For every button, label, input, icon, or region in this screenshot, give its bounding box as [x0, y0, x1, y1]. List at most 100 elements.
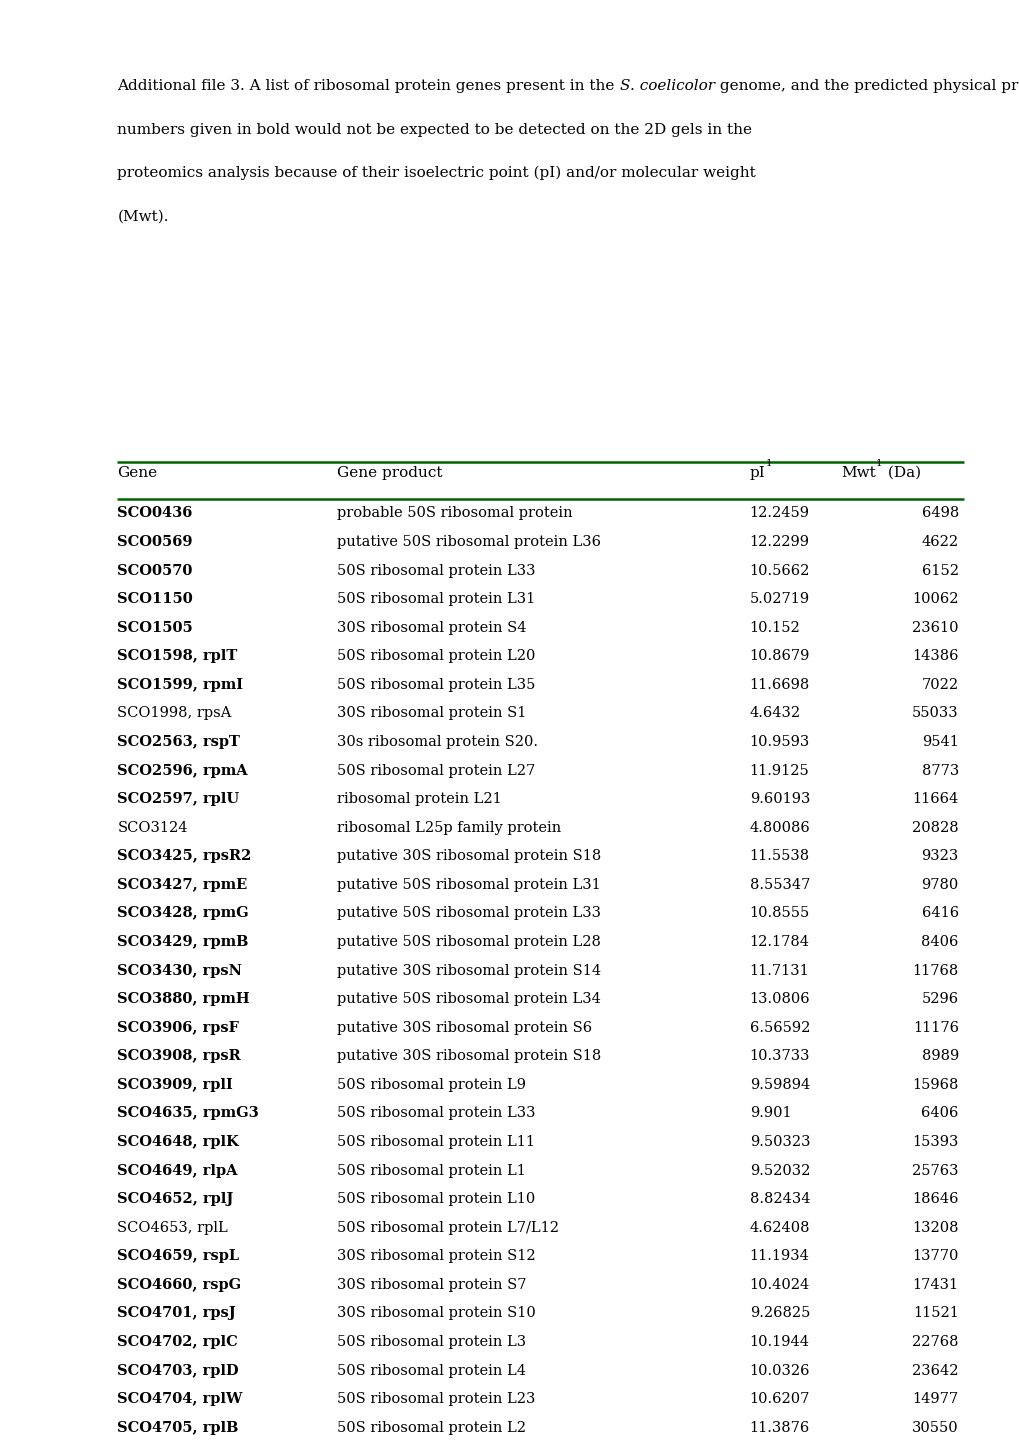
Text: SCO0436: SCO0436 — [117, 506, 193, 521]
Text: pI: pI — [749, 466, 764, 481]
Text: SCO2563, rspT: SCO2563, rspT — [117, 734, 239, 749]
Text: SCO4701, rpsJ: SCO4701, rpsJ — [117, 1306, 235, 1320]
Text: 9780: 9780 — [920, 877, 958, 892]
Text: 50S ribosomal protein L10: 50S ribosomal protein L10 — [336, 1192, 534, 1206]
Text: 4.80086: 4.80086 — [749, 821, 810, 835]
Text: SCO1599, rpmI: SCO1599, rpmI — [117, 678, 244, 693]
Text: 9.59894: 9.59894 — [749, 1078, 809, 1092]
Text: SCO4659, rspL: SCO4659, rspL — [117, 1250, 239, 1264]
Text: 4.62408: 4.62408 — [749, 1221, 809, 1235]
Text: SCO0569: SCO0569 — [117, 535, 193, 550]
Text: putative 30S ribosomal protein S6: putative 30S ribosomal protein S6 — [336, 1020, 591, 1035]
Text: 9.52032: 9.52032 — [749, 1163, 809, 1177]
Text: putative 30S ribosomal protein S18: putative 30S ribosomal protein S18 — [336, 1049, 600, 1063]
Text: 50S ribosomal protein L1: 50S ribosomal protein L1 — [336, 1163, 525, 1177]
Text: SCO4660, rspG: SCO4660, rspG — [117, 1278, 242, 1291]
Text: 11.6698: 11.6698 — [749, 678, 809, 693]
Text: 6498: 6498 — [920, 506, 958, 521]
Text: 50S ribosomal protein L3: 50S ribosomal protein L3 — [336, 1335, 525, 1349]
Text: 8989: 8989 — [920, 1049, 958, 1063]
Text: 30S ribosomal protein S4: 30S ribosomal protein S4 — [336, 620, 526, 635]
Text: 11.9125: 11.9125 — [749, 763, 809, 778]
Text: 25763: 25763 — [911, 1163, 958, 1177]
Text: 1: 1 — [875, 459, 882, 468]
Text: 50S ribosomal protein L33: 50S ribosomal protein L33 — [336, 564, 535, 577]
Text: 30S ribosomal protein S12: 30S ribosomal protein S12 — [336, 1250, 535, 1264]
Text: 11176: 11176 — [912, 1020, 958, 1035]
Text: 12.1784: 12.1784 — [749, 935, 809, 949]
Text: 12.2299: 12.2299 — [749, 535, 809, 550]
Text: 10.0326: 10.0326 — [749, 1364, 809, 1378]
Text: putative 50S ribosomal protein L36: putative 50S ribosomal protein L36 — [336, 535, 600, 550]
Text: putative 50S ribosomal protein L33: putative 50S ribosomal protein L33 — [336, 906, 600, 921]
Text: 5.02719: 5.02719 — [749, 592, 809, 606]
Text: ribosomal protein L21: ribosomal protein L21 — [336, 792, 501, 807]
Text: (Da): (Da) — [882, 466, 920, 481]
Text: SCO4649, rlpA: SCO4649, rlpA — [117, 1163, 237, 1177]
Text: 5296: 5296 — [921, 993, 958, 1006]
Text: 12.2459: 12.2459 — [749, 506, 809, 521]
Text: SCO3425, rpsR2: SCO3425, rpsR2 — [117, 850, 252, 863]
Text: probable 50S ribosomal protein: probable 50S ribosomal protein — [336, 506, 572, 521]
Text: putative 50S ribosomal protein L34: putative 50S ribosomal protein L34 — [336, 993, 600, 1006]
Text: 50S ribosomal protein L9: 50S ribosomal protein L9 — [336, 1078, 525, 1092]
Text: 30S ribosomal protein S1: 30S ribosomal protein S1 — [336, 707, 526, 720]
Text: 11521: 11521 — [912, 1306, 958, 1320]
Text: 15968: 15968 — [912, 1078, 958, 1092]
Text: Mwt: Mwt — [841, 466, 875, 481]
Text: 6416: 6416 — [921, 906, 958, 921]
Text: SCO1598, rplT: SCO1598, rplT — [117, 649, 237, 664]
Text: 20828: 20828 — [911, 821, 958, 835]
Text: SCO4648, rplK: SCO4648, rplK — [117, 1136, 238, 1149]
Text: 15393: 15393 — [912, 1136, 958, 1149]
Text: 9541: 9541 — [921, 734, 958, 749]
Text: SCO1505: SCO1505 — [117, 620, 193, 635]
Text: genome, and the predicted physical properties of their gene products. Those with: genome, and the predicted physical prope… — [714, 79, 1019, 94]
Text: SCO4704, rplW: SCO4704, rplW — [117, 1392, 243, 1407]
Text: SCO4652, rplJ: SCO4652, rplJ — [117, 1192, 233, 1206]
Text: SCO3430, rpsN: SCO3430, rpsN — [117, 964, 243, 978]
Text: 11.7131: 11.7131 — [749, 964, 809, 978]
Text: 10.4024: 10.4024 — [749, 1278, 809, 1291]
Text: putative 50S ribosomal protein L31: putative 50S ribosomal protein L31 — [336, 877, 600, 892]
Text: proteomics analysis because of their isoelectric point (pI) and/or molecular wei: proteomics analysis because of their iso… — [117, 166, 755, 180]
Text: Mwt: Mwt — [841, 466, 875, 481]
Text: SCO4702, rplC: SCO4702, rplC — [117, 1335, 237, 1349]
Text: putative 30S ribosomal protein S14: putative 30S ribosomal protein S14 — [336, 964, 600, 978]
Text: 4622: 4622 — [921, 535, 958, 550]
Text: 11768: 11768 — [912, 964, 958, 978]
Text: 6406: 6406 — [920, 1107, 958, 1121]
Text: 13.0806: 13.0806 — [749, 993, 809, 1006]
Text: putative 50S ribosomal protein L28: putative 50S ribosomal protein L28 — [336, 935, 600, 949]
Text: 10.1944: 10.1944 — [749, 1335, 809, 1349]
Text: putative 30S ribosomal protein S18: putative 30S ribosomal protein S18 — [336, 850, 600, 863]
Text: 8773: 8773 — [920, 763, 958, 778]
Text: 6152: 6152 — [921, 564, 958, 577]
Text: 10.9593: 10.9593 — [749, 734, 809, 749]
Text: 10062: 10062 — [911, 592, 958, 606]
Text: SCO3909, rplI: SCO3909, rplI — [117, 1078, 232, 1092]
Text: 13208: 13208 — [911, 1221, 958, 1235]
Text: Additional file 3. A list of ribosomal protein genes present in the: Additional file 3. A list of ribosomal p… — [117, 79, 619, 94]
Text: 30550: 30550 — [911, 1421, 958, 1434]
Text: 6.56592: 6.56592 — [749, 1020, 809, 1035]
Text: 1: 1 — [764, 459, 771, 468]
Text: 10.3733: 10.3733 — [749, 1049, 809, 1063]
Text: 8406: 8406 — [920, 935, 958, 949]
Text: ribosomal L25p family protein: ribosomal L25p family protein — [336, 821, 560, 835]
Text: 8.82434: 8.82434 — [749, 1192, 809, 1206]
Text: 30s ribosomal protein S20.: 30s ribosomal protein S20. — [336, 734, 537, 749]
Text: 10.8679: 10.8679 — [749, 649, 809, 664]
Text: 11.3876: 11.3876 — [749, 1421, 809, 1434]
Text: SCO2597, rplU: SCO2597, rplU — [117, 792, 239, 807]
Text: SCO3124: SCO3124 — [117, 821, 187, 835]
Text: 11664: 11664 — [912, 792, 958, 807]
Text: SCO2596, rpmA: SCO2596, rpmA — [117, 763, 248, 778]
Text: 50S ribosomal protein L27: 50S ribosomal protein L27 — [336, 763, 534, 778]
Text: numbers given in bold would not be expected to be detected on the 2D gels in the: numbers given in bold would not be expec… — [117, 123, 752, 137]
Text: 22768: 22768 — [911, 1335, 958, 1349]
Text: 9.60193: 9.60193 — [749, 792, 809, 807]
Text: 23642: 23642 — [911, 1364, 958, 1378]
Text: 10.5662: 10.5662 — [749, 564, 809, 577]
Text: 17431: 17431 — [912, 1278, 958, 1291]
